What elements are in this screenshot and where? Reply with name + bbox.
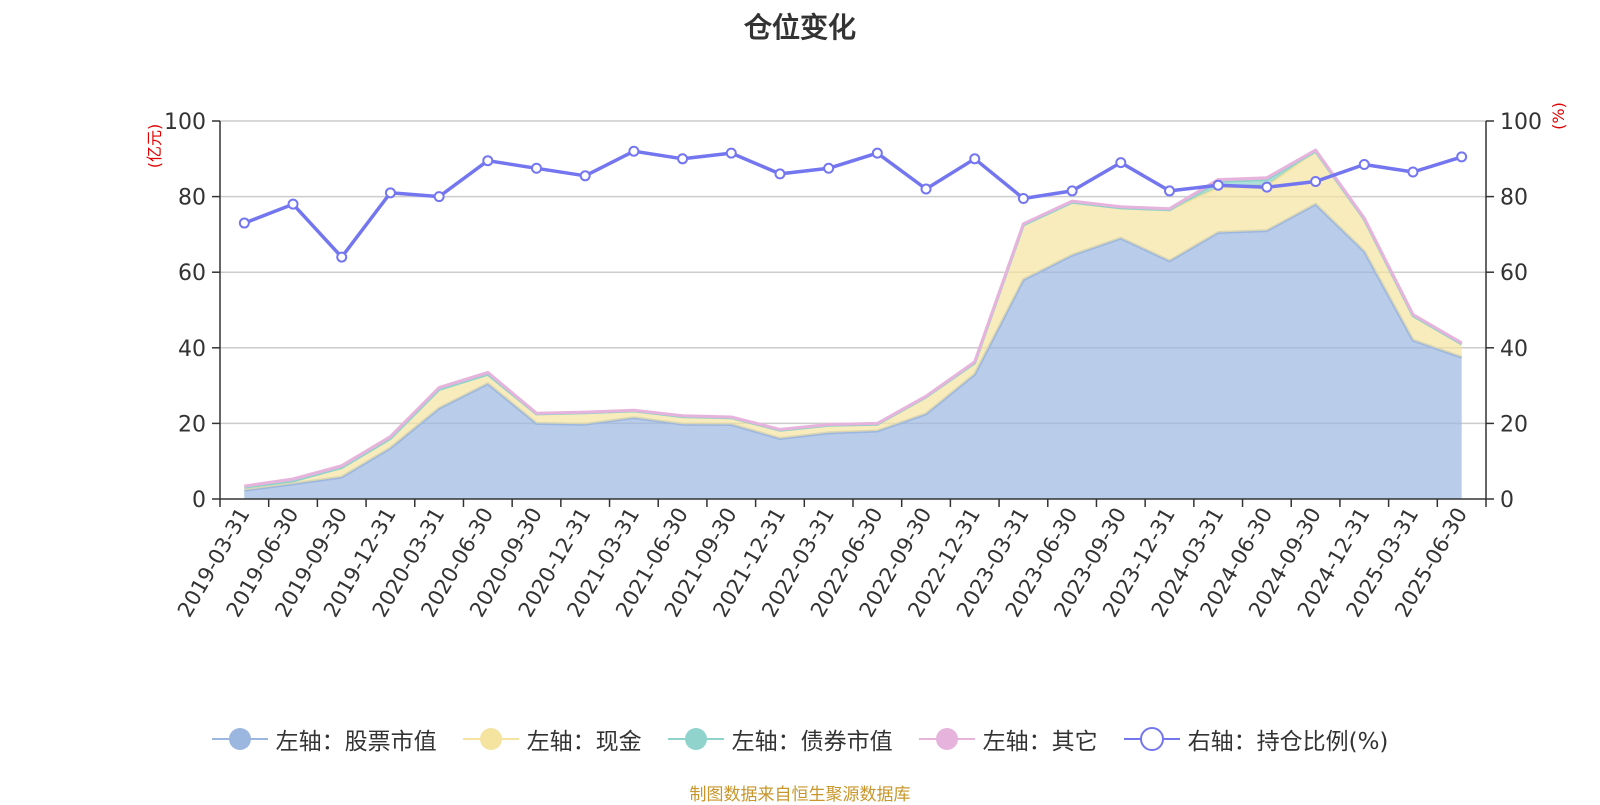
legend-label: 左轴：现金	[526, 729, 642, 755]
left-axis-tick-label: 40	[178, 337, 206, 362]
right-axis-tick-label: 80	[1500, 186, 1528, 211]
legend-item[interactable]: 左轴：现金	[462, 722, 642, 756]
legend-item[interactable]: 左轴：其它	[918, 722, 1098, 756]
legend-label: 左轴：其它	[982, 729, 1098, 755]
holding-ratio-point	[1017, 192, 1029, 204]
holding-ratio-point	[1115, 157, 1127, 169]
left-axis-tick-label: 0	[192, 488, 206, 513]
holding-ratio-point	[1164, 185, 1175, 197]
holding-ratio-point	[287, 198, 299, 210]
legend-label: 左轴：股票市值	[275, 729, 437, 755]
left-axis-tick-label: 60	[178, 261, 206, 286]
holding-ratio-point	[1066, 185, 1078, 197]
chart-title: 仓位变化	[743, 11, 856, 44]
holding-ratio-point	[433, 191, 445, 203]
holding-ratio-point	[336, 251, 348, 263]
right-axis-tick-label: 20	[1500, 412, 1528, 437]
right-axis-tick-label: 40	[1500, 337, 1528, 362]
legend-marker-icon	[462, 728, 519, 750]
right-axis-tick-label: 0	[1500, 488, 1514, 513]
holding-ratio-point	[238, 217, 250, 229]
holding-ratio-point	[531, 162, 542, 174]
legend-marker-icon	[211, 728, 268, 750]
legend-item[interactable]: 左轴：债券市值	[667, 722, 893, 756]
legend-label: 左轴：债券市值	[731, 729, 893, 755]
holding-ratio-point	[579, 170, 591, 182]
cash-area	[244, 151, 1462, 491]
holding-ratio-point	[1407, 166, 1419, 178]
holding-ratio-point	[969, 153, 981, 165]
legend-marker-icon	[918, 728, 975, 750]
data-source-note: 制图数据来自恒生聚源数据库	[689, 785, 911, 805]
left-axis-tick-label: 100	[164, 110, 206, 135]
holding-ratio-point	[920, 183, 932, 195]
holding-ratio-point	[1358, 158, 1370, 170]
holding-ratio-point	[774, 168, 786, 180]
legend: 左轴：股票市值 左轴：现金 左轴：债券市值 左轴：其它 右轴：持仓比例(%)	[0, 722, 1600, 756]
holding-ratio-point	[482, 155, 494, 167]
left-axis-unit: (亿元)	[145, 124, 164, 169]
ratio-line	[238, 145, 1468, 263]
holding-ratio-point	[725, 147, 737, 159]
legend-marker-icon	[1123, 727, 1180, 751]
stock-value-area	[244, 204, 1462, 499]
holding-ratio-point	[628, 145, 640, 157]
holding-ratio-point	[823, 162, 835, 174]
holding-ratio-point	[384, 187, 396, 199]
legend-item[interactable]: 左轴：股票市值	[211, 722, 437, 756]
legend-item[interactable]: 右轴：持仓比例(%)	[1123, 722, 1389, 756]
holding-ratio-point	[677, 153, 689, 165]
other-line	[244, 148, 1463, 488]
left-axis-tick-label: 80	[178, 186, 206, 211]
holding-ratio-point	[1456, 151, 1468, 163]
legend-label: 右轴：持仓比例(%)	[1187, 729, 1389, 755]
holding-ratio-point	[1212, 179, 1224, 191]
holding-ratio-point	[871, 147, 883, 159]
holding-ratio-point	[1261, 181, 1273, 193]
holding-ratio-point	[1310, 175, 1322, 187]
left-axis-tick-label: 20	[178, 412, 206, 437]
right-axis-unit: (%)	[1549, 102, 1568, 130]
right-axis-tick-label: 60	[1500, 261, 1528, 286]
right-axis-tick-label: 100	[1500, 110, 1542, 135]
holding-ratio-line	[243, 149, 1463, 259]
stacked-areas	[244, 148, 1463, 499]
legend-marker-icon	[667, 728, 724, 750]
